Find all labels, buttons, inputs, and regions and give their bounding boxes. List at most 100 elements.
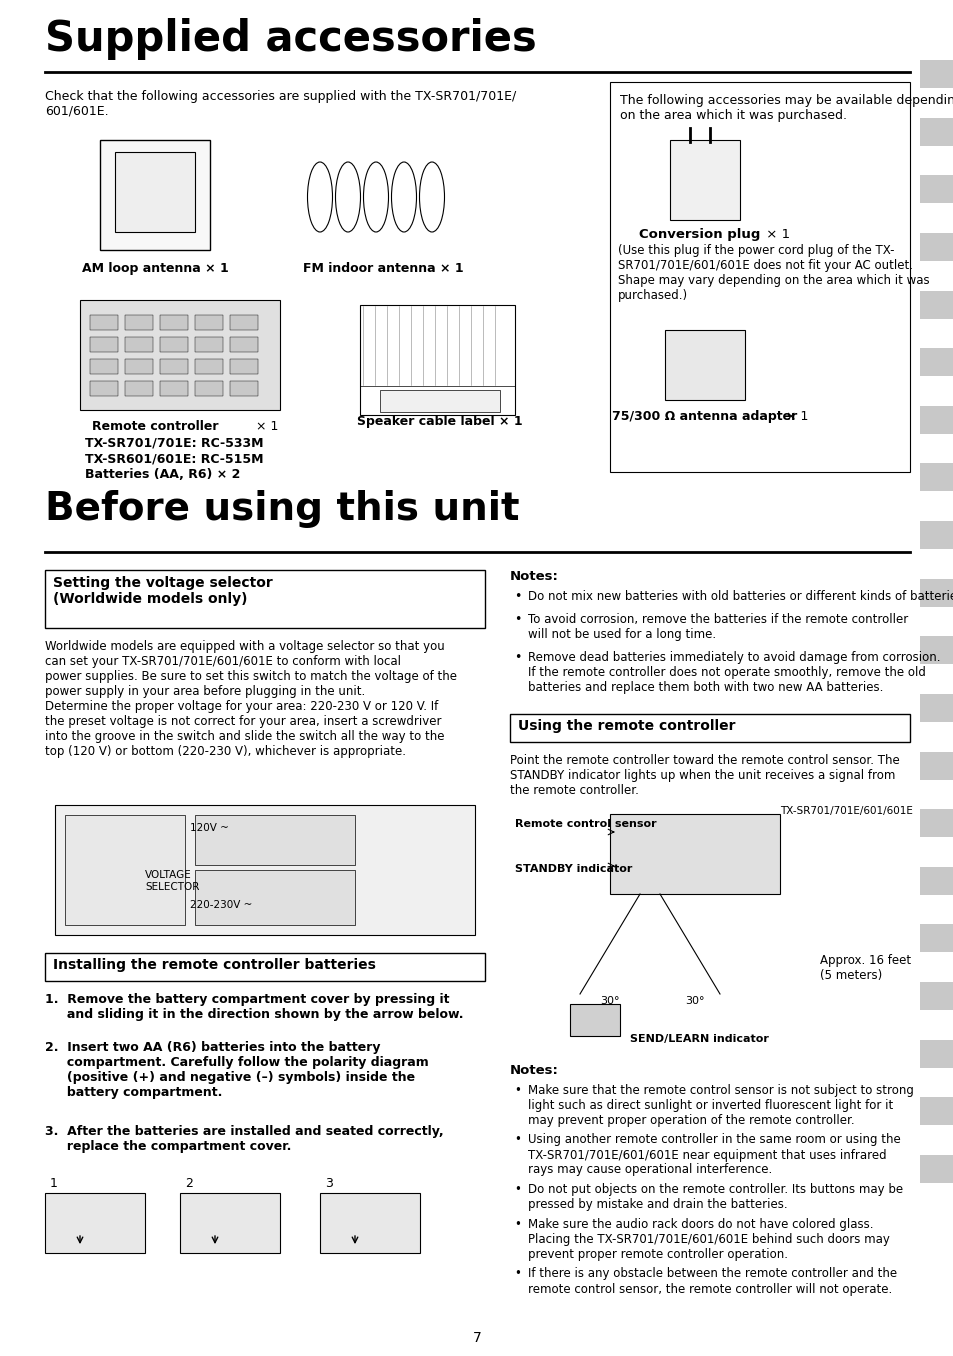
Bar xyxy=(194,315,223,330)
Text: TX-SR701/701E: RC-533M: TX-SR701/701E: RC-533M xyxy=(85,437,263,449)
Bar xyxy=(919,866,953,895)
Text: 2.  Insert two AA (R6) batteries into the battery
     compartment. Carefully fo: 2. Insert two AA (R6) batteries into the… xyxy=(45,1041,428,1098)
Text: 120V ~: 120V ~ xyxy=(190,823,229,833)
Bar xyxy=(160,338,188,353)
Bar xyxy=(115,152,194,232)
Bar xyxy=(359,305,515,415)
Bar xyxy=(90,315,118,330)
Bar xyxy=(919,1040,953,1067)
Bar xyxy=(230,381,257,396)
Bar xyxy=(609,814,780,894)
Text: Point the remote controller toward the remote control sensor. The
STANDBY indica: Point the remote controller toward the r… xyxy=(510,754,899,797)
Bar xyxy=(125,315,152,330)
Bar xyxy=(55,805,475,936)
Bar xyxy=(125,381,152,396)
Bar xyxy=(45,1193,145,1253)
Text: 30°: 30° xyxy=(684,997,704,1006)
Bar xyxy=(919,405,953,434)
Text: The following accessories may be available depending
on the area which it was pu: The following accessories may be availab… xyxy=(619,94,953,122)
Text: Remote control sensor: Remote control sensor xyxy=(515,819,656,829)
Bar xyxy=(510,715,909,742)
Text: Speaker cable label × 1: Speaker cable label × 1 xyxy=(356,415,522,428)
Bar xyxy=(919,925,953,952)
Bar xyxy=(919,464,953,491)
Text: × 1: × 1 xyxy=(252,420,278,433)
Text: Do not put objects on the remote controller. Its buttons may be
pressed by mista: Do not put objects on the remote control… xyxy=(527,1182,902,1211)
Bar xyxy=(919,348,953,376)
Text: Installing the remote controller batteries: Installing the remote controller batteri… xyxy=(53,957,375,972)
Text: TX-SR701/701E/601/601E: TX-SR701/701E/601/601E xyxy=(780,805,912,816)
Bar xyxy=(230,359,257,374)
Bar xyxy=(919,118,953,145)
Text: 7: 7 xyxy=(472,1332,481,1345)
Text: Batteries (AA, R6) × 2: Batteries (AA, R6) × 2 xyxy=(85,468,240,481)
Bar xyxy=(100,140,210,250)
Text: Remote controller: Remote controller xyxy=(91,420,218,433)
Bar xyxy=(919,751,953,780)
Text: Before using this unit: Before using this unit xyxy=(45,490,519,527)
Text: 3: 3 xyxy=(325,1177,333,1191)
Text: 3.  After the batteries are installed and seated correctly,
     replace the com: 3. After the batteries are installed and… xyxy=(45,1125,443,1153)
Bar xyxy=(919,60,953,88)
Text: •: • xyxy=(514,613,521,626)
Bar xyxy=(664,330,744,400)
Text: •: • xyxy=(514,1268,520,1280)
Bar xyxy=(919,1097,953,1125)
Text: •: • xyxy=(514,1083,520,1097)
Bar xyxy=(194,338,223,353)
Text: If there is any obstacle between the remote controller and the
remote control se: If there is any obstacle between the rem… xyxy=(527,1268,896,1295)
Text: Notes:: Notes: xyxy=(510,570,558,583)
Bar xyxy=(180,1193,280,1253)
Text: 30°: 30° xyxy=(599,997,619,1006)
Text: Using the remote controller: Using the remote controller xyxy=(517,719,735,734)
Text: SEND/LEARN indicator: SEND/LEARN indicator xyxy=(629,1035,768,1044)
Bar xyxy=(669,140,740,220)
Text: 220-230V ~: 220-230V ~ xyxy=(190,900,253,910)
Bar xyxy=(609,81,909,472)
Text: (Use this plug if the power cord plug of the TX-
SR701/701E/601/601E does not fi: (Use this plug if the power cord plug of… xyxy=(618,244,928,302)
Text: 1.  Remove the battery compartment cover by pressing it
     and sliding it in t: 1. Remove the battery compartment cover … xyxy=(45,993,463,1021)
Bar xyxy=(919,636,953,664)
Bar xyxy=(90,381,118,396)
Bar xyxy=(160,359,188,374)
Bar xyxy=(310,145,455,250)
Text: Make sure that the remote control sensor is not subject to strong
light such as : Make sure that the remote control sensor… xyxy=(527,1083,913,1127)
Bar xyxy=(230,338,257,353)
Bar xyxy=(919,1155,953,1182)
Bar xyxy=(569,1003,619,1036)
Bar xyxy=(319,1193,419,1253)
Bar xyxy=(919,982,953,1010)
Bar xyxy=(919,521,953,549)
Bar xyxy=(194,815,355,865)
Bar xyxy=(379,391,499,412)
Text: •: • xyxy=(514,651,521,664)
Bar xyxy=(65,815,185,925)
Bar xyxy=(919,233,953,260)
Text: AM loop antenna × 1: AM loop antenna × 1 xyxy=(82,262,228,275)
Text: Remove dead batteries immediately to avoid damage from corrosion.
If the remote : Remove dead batteries immediately to avo… xyxy=(527,651,940,694)
Bar xyxy=(919,175,953,203)
Bar xyxy=(919,290,953,319)
Text: •: • xyxy=(514,590,521,603)
Text: 75/300 Ω antenna adapter: 75/300 Ω antenna adapter xyxy=(612,410,797,423)
Bar xyxy=(919,579,953,606)
Bar xyxy=(194,871,355,925)
Text: Notes:: Notes: xyxy=(510,1064,558,1077)
Text: To avoid corrosion, remove the batteries if the remote controller
will not be us: To avoid corrosion, remove the batteries… xyxy=(527,613,907,641)
Bar xyxy=(45,953,484,980)
Text: × 1: × 1 xyxy=(781,410,807,423)
Bar xyxy=(160,315,188,330)
Text: Setting the voltage selector
(Worldwide models only): Setting the voltage selector (Worldwide … xyxy=(53,576,273,606)
Text: Using another remote controller in the same room or using the
TX-SR701/701E/601/: Using another remote controller in the s… xyxy=(527,1134,900,1177)
Bar xyxy=(194,359,223,374)
Text: •: • xyxy=(514,1134,520,1147)
Bar xyxy=(919,694,953,721)
Text: Approx. 16 feet
(5 meters): Approx. 16 feet (5 meters) xyxy=(820,955,910,982)
Text: Conversion plug: Conversion plug xyxy=(639,228,760,241)
Bar xyxy=(80,300,280,410)
Bar xyxy=(90,359,118,374)
Text: 1: 1 xyxy=(50,1177,58,1191)
Text: TX-SR601/601E: RC-515M: TX-SR601/601E: RC-515M xyxy=(85,452,263,465)
Text: Do not mix new batteries with old batteries or different kinds of batteries.: Do not mix new batteries with old batter… xyxy=(527,590,953,603)
Bar xyxy=(160,381,188,396)
